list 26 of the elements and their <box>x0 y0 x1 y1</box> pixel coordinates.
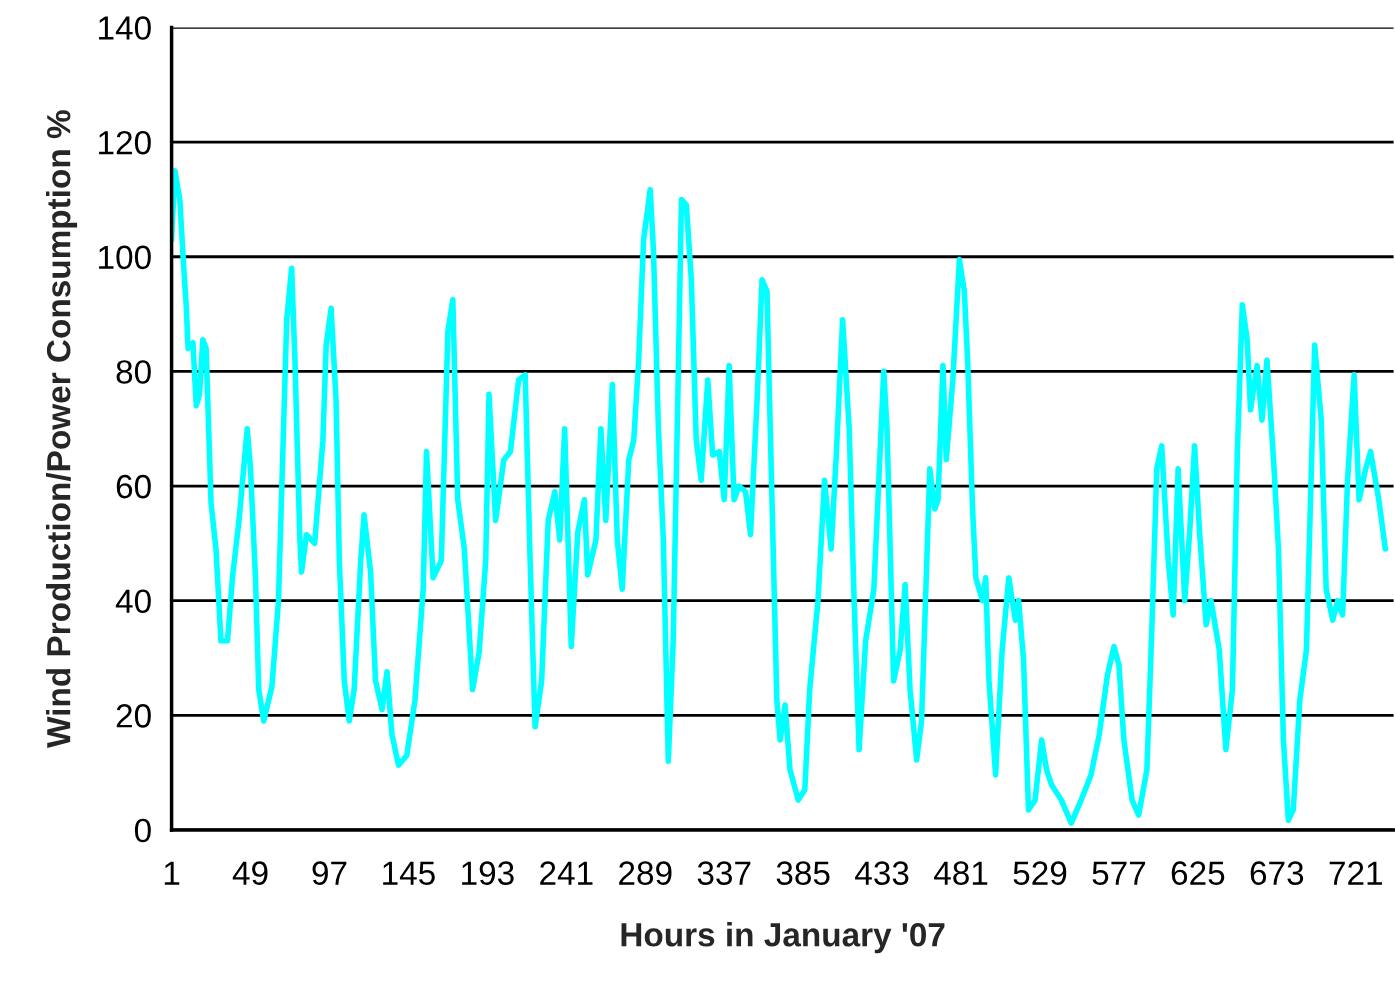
x-tick-label: 241 <box>540 861 593 885</box>
y-tick-label: 120 <box>99 130 151 155</box>
x-tick-label: 49 <box>232 861 268 885</box>
x-tick-label: 145 <box>383 861 435 885</box>
x-tick-label: 673 <box>1250 861 1304 885</box>
x-axis-title: Hours in January '07 <box>621 922 945 954</box>
x-tick-label: 289 <box>619 861 672 885</box>
y-axis-title: Wind Production/Power Consumption % <box>46 110 78 748</box>
x-tick-label: 721 <box>1329 861 1382 885</box>
x-tick-label: 1 <box>164 861 180 885</box>
x-tick-label: 385 <box>776 861 830 885</box>
y-tick-label: 140 <box>99 16 151 40</box>
x-tick-label: 337 <box>697 861 751 885</box>
x-tick-label: 625 <box>1171 861 1225 885</box>
y-tick-label: 80 <box>116 360 151 384</box>
x-tick-label: 97 <box>312 861 347 885</box>
x-tick-label: 529 <box>1013 861 1067 885</box>
y-tick-label: 40 <box>115 589 151 614</box>
y-tick-label: 0 <box>134 818 151 843</box>
x-tick-label: 577 <box>1092 861 1146 885</box>
x-tick-label: 193 <box>462 861 514 885</box>
y-tick-label: 20 <box>116 704 151 728</box>
x-tick-label: 481 <box>934 861 988 885</box>
y-tick-label: 100 <box>99 245 151 270</box>
x-tick-label: 433 <box>855 861 909 885</box>
y-tick-label: 60 <box>116 474 151 499</box>
